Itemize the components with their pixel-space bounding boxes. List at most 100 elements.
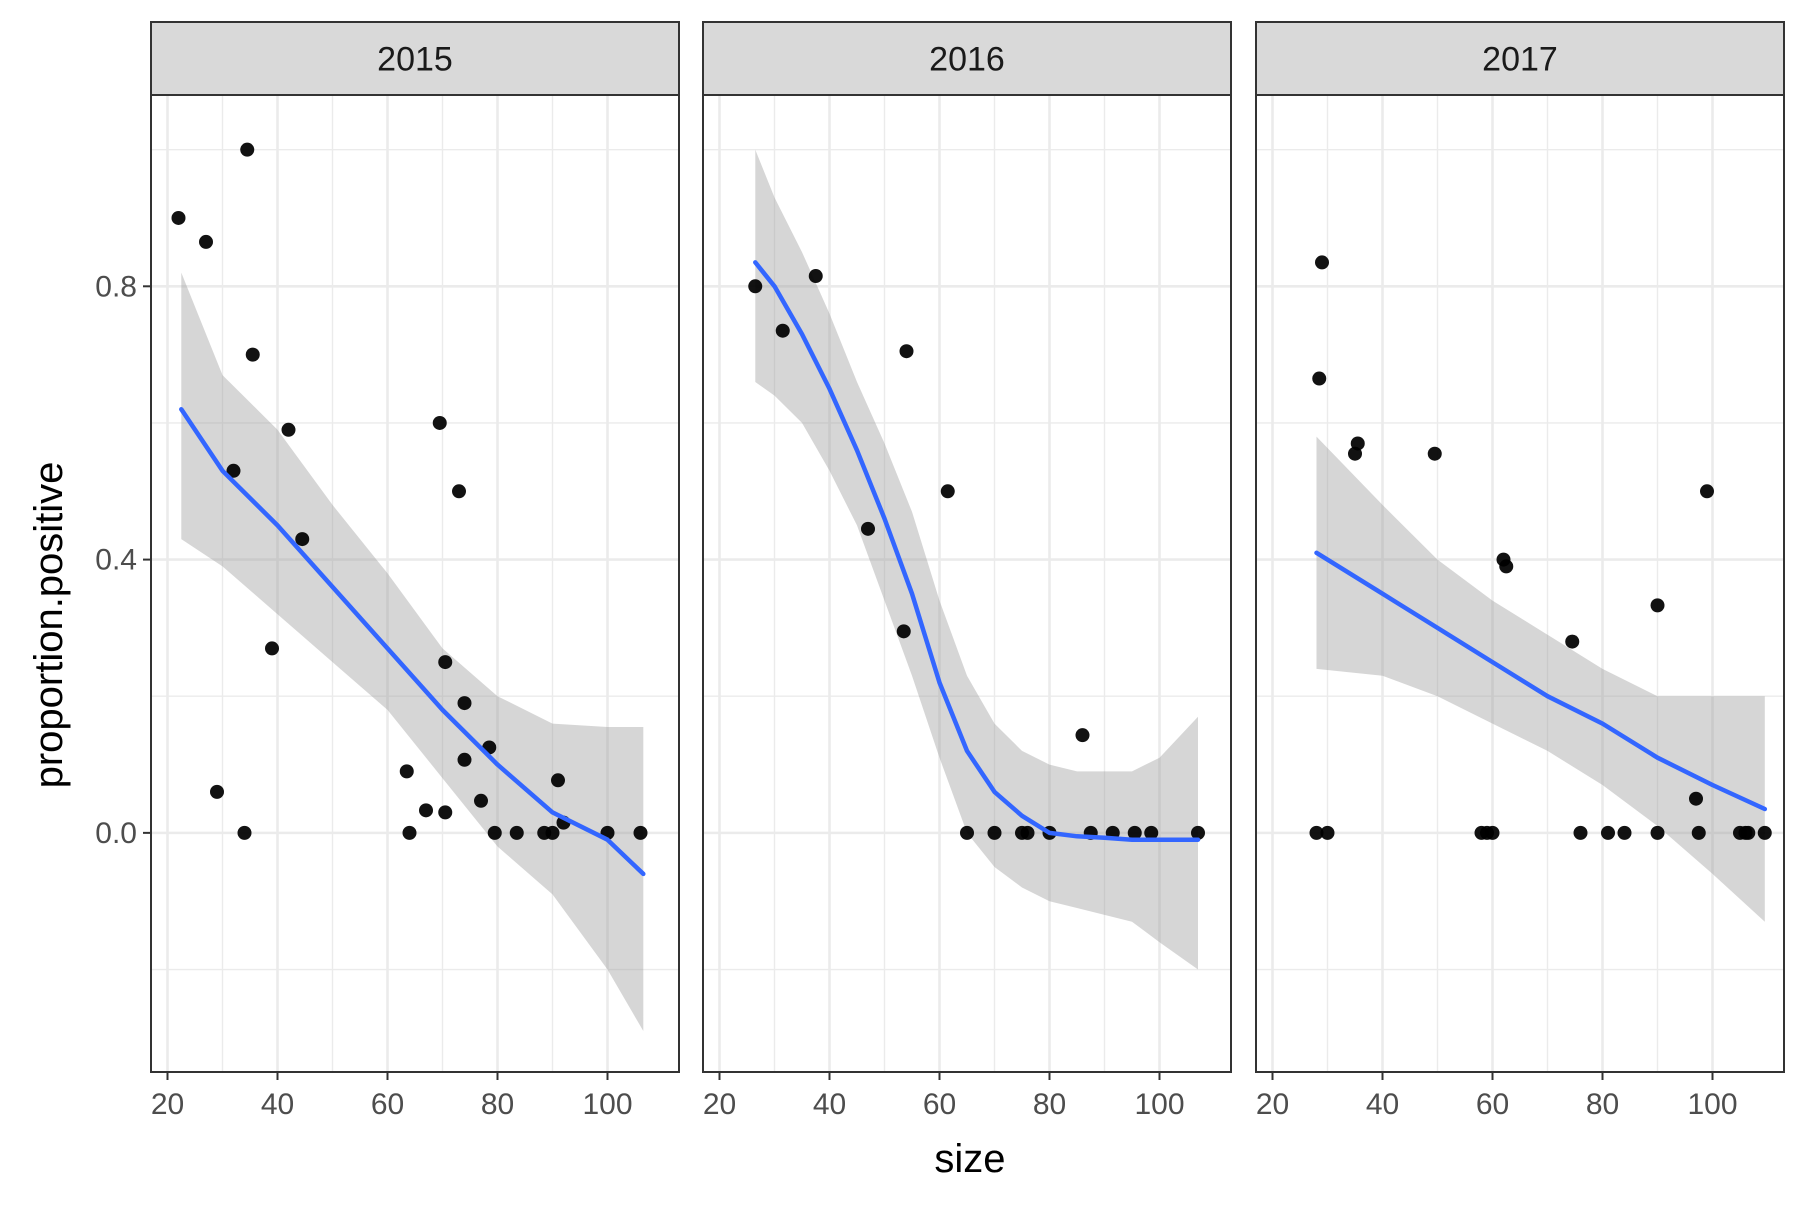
x-tick-label: 20 bbox=[151, 1088, 184, 1121]
data-point bbox=[171, 210, 186, 225]
data-point bbox=[457, 752, 472, 767]
data-point bbox=[1350, 436, 1365, 451]
data-point bbox=[399, 764, 414, 779]
data-point bbox=[419, 803, 433, 818]
smooth-line bbox=[179, 407, 646, 877]
data-point bbox=[1427, 446, 1442, 461]
facet-strip-label: 2017 bbox=[1482, 41, 1558, 79]
data-point bbox=[1601, 825, 1615, 840]
data-point bbox=[1315, 255, 1329, 270]
data-point bbox=[199, 234, 213, 249]
data-point bbox=[487, 825, 502, 840]
data-point bbox=[1144, 825, 1159, 840]
x-axis-title: size bbox=[934, 1137, 1005, 1181]
x-tick-label: 20 bbox=[703, 1088, 736, 1121]
data-point bbox=[295, 532, 310, 547]
data-points bbox=[1309, 255, 1772, 840]
x-tick-label: 80 bbox=[1586, 1088, 1619, 1121]
data-point bbox=[1650, 598, 1665, 613]
data-point bbox=[808, 269, 823, 284]
y-tick-label: 0.0 bbox=[95, 817, 137, 850]
major-gridlines bbox=[1256, 95, 1784, 1072]
data-point bbox=[1075, 728, 1090, 743]
data-point bbox=[1312, 371, 1327, 386]
y-axis-title: proportion.positive bbox=[27, 462, 71, 789]
minor-gridlines bbox=[1256, 95, 1784, 1072]
data-point bbox=[748, 279, 763, 294]
data-point bbox=[633, 825, 648, 840]
data-point bbox=[775, 323, 790, 338]
data-point bbox=[281, 422, 296, 437]
data-point bbox=[474, 793, 488, 808]
confidence-ribbon bbox=[181, 272, 644, 1032]
data-point bbox=[940, 484, 955, 499]
data-point bbox=[1757, 825, 1772, 840]
facet-panel-2017: 2017 20 40 60 80 100 bbox=[1255, 21, 1785, 1121]
data-point bbox=[1691, 825, 1706, 840]
x-tick-label: 100 bbox=[1687, 1088, 1737, 1121]
data-point bbox=[457, 696, 472, 711]
data-point bbox=[861, 521, 875, 536]
minor-gridlines bbox=[151, 95, 679, 1072]
x-tick-label: 60 bbox=[923, 1088, 956, 1121]
data-point bbox=[896, 624, 911, 639]
panel-border bbox=[702, 94, 1232, 1073]
data-point bbox=[1617, 825, 1632, 840]
data-point bbox=[438, 655, 453, 670]
data-point bbox=[1565, 634, 1580, 649]
major-gridlines bbox=[151, 95, 679, 1072]
data-point bbox=[1700, 484, 1714, 499]
data-point bbox=[1573, 825, 1588, 840]
data-point bbox=[452, 484, 466, 499]
y-tick-label: 0.8 bbox=[95, 270, 137, 303]
data-point bbox=[265, 641, 279, 656]
panel-border bbox=[150, 94, 680, 1073]
data-point bbox=[551, 773, 565, 788]
x-tick-label: 80 bbox=[1033, 1088, 1066, 1121]
confidence-ribbon bbox=[755, 149, 1198, 970]
data-point bbox=[1689, 791, 1703, 806]
data-point bbox=[237, 825, 252, 840]
x-tick-label: 40 bbox=[261, 1088, 294, 1121]
data-point bbox=[1309, 825, 1324, 840]
data-point bbox=[1741, 825, 1756, 840]
data-point bbox=[432, 415, 447, 430]
smooth-line bbox=[1314, 550, 1768, 812]
data-point bbox=[960, 825, 974, 840]
panel-background bbox=[703, 95, 1231, 1072]
data-points bbox=[171, 142, 648, 840]
facet-strip bbox=[702, 21, 1232, 96]
data-point bbox=[1020, 825, 1035, 840]
data-point bbox=[1485, 825, 1500, 840]
facet-strip-label: 2015 bbox=[377, 41, 453, 79]
panel-background bbox=[151, 95, 679, 1072]
x-axis: 20 40 60 80 100 bbox=[703, 1072, 1185, 1121]
x-tick-label: 100 bbox=[1134, 1088, 1184, 1121]
y-tick-label: 0.4 bbox=[95, 544, 137, 577]
data-point bbox=[245, 347, 260, 362]
data-point bbox=[509, 825, 524, 840]
x-axis: 20 40 60 80 100 bbox=[151, 1072, 633, 1121]
data-point bbox=[1650, 825, 1665, 840]
data-point bbox=[210, 784, 224, 799]
data-point bbox=[1191, 825, 1205, 840]
data-point bbox=[438, 805, 453, 820]
data-point bbox=[1499, 559, 1514, 574]
x-tick-label: 100 bbox=[582, 1088, 632, 1121]
panel-background bbox=[1256, 95, 1784, 1072]
data-point bbox=[1127, 825, 1142, 840]
facet-panel-2015: 2015 20 40 60 80 100 0.0 0.4 0.8 bbox=[95, 21, 680, 1121]
panel-border bbox=[1255, 94, 1785, 1073]
data-point bbox=[240, 142, 255, 157]
facet-strip-label: 2016 bbox=[929, 41, 1005, 79]
facet-strip bbox=[150, 21, 680, 96]
data-point bbox=[1320, 825, 1335, 840]
x-tick-label: 20 bbox=[1256, 1088, 1289, 1121]
y-axis: 0.0 0.4 0.8 bbox=[95, 270, 151, 850]
facet-panel-2016: 2016 20 40 60 80 100 bbox=[702, 21, 1232, 1121]
data-point bbox=[987, 825, 1002, 840]
x-axis: 20 40 60 80 100 bbox=[1256, 1072, 1738, 1121]
x-tick-label: 80 bbox=[481, 1088, 514, 1121]
data-point bbox=[226, 463, 241, 478]
minor-gridlines bbox=[703, 95, 1231, 1072]
